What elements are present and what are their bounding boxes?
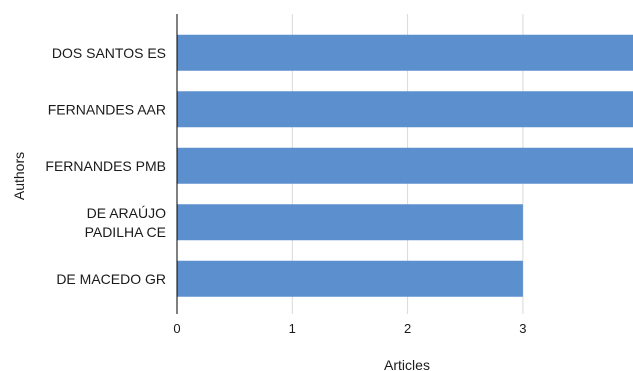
category-label: DE MACEDO GR	[56, 271, 166, 287]
category-labels: DOS SANTOS ES FERNANDES AAR FERNANDES PMB D…	[45, 45, 166, 287]
bar	[177, 34, 633, 71]
x-axis-title: Articles	[384, 357, 430, 371]
category-label: DE ARAÚJO PADILHA CE	[85, 205, 167, 240]
bar	[177, 147, 633, 184]
x-tick-labels: 0 1 2 3	[173, 321, 526, 336]
y-axis-title: Authors	[11, 152, 27, 200]
x-tick-label: 0	[173, 321, 180, 336]
bar	[177, 204, 523, 241]
x-tick-label: 1	[289, 321, 296, 336]
x-tick-label: 3	[519, 321, 526, 336]
bars	[177, 34, 633, 297]
category-label: FERNANDES AAR	[48, 101, 166, 117]
x-tick-label: 2	[404, 321, 411, 336]
category-label: DOS SANTOS ES	[52, 45, 166, 61]
bar	[177, 91, 633, 128]
bar	[177, 260, 523, 297]
category-label: FERNANDES PMB	[45, 158, 166, 174]
